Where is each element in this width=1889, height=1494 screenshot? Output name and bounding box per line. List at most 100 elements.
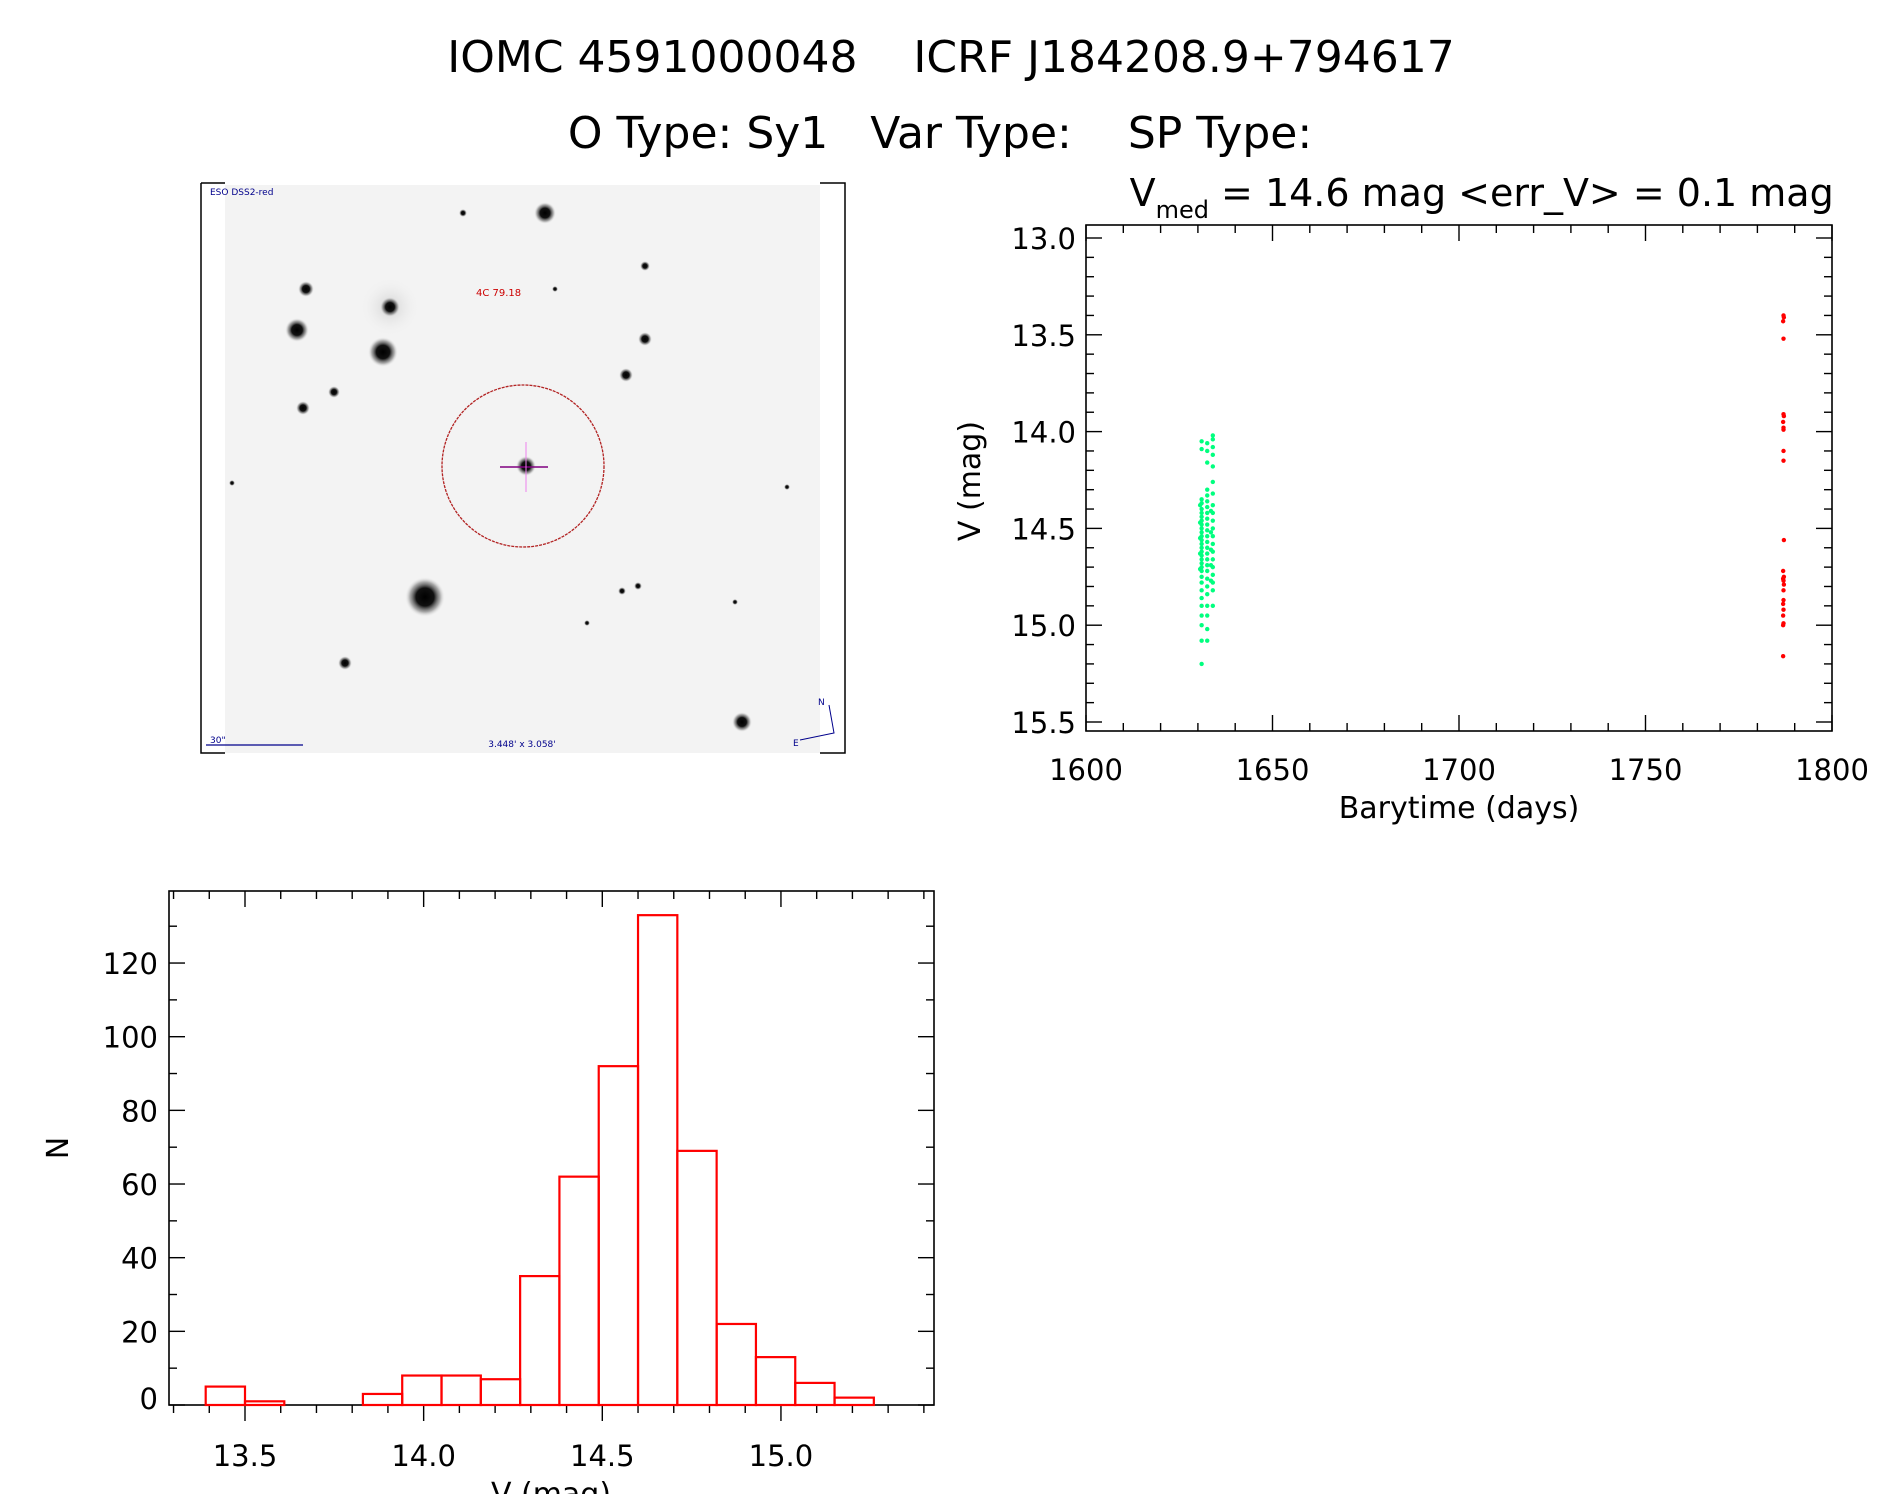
hist-bar [597,1065,640,1407]
aperture-circle [441,384,605,548]
lc-x-tick-label: 1650 [1236,753,1310,787]
lc-point-green [1197,502,1203,508]
hist-plot-frame [168,890,935,1406]
lc-point-green [1210,557,1216,562]
hist-bar [440,1374,482,1407]
lc-point-green [1205,638,1210,643]
lc-point-red [1781,336,1786,341]
hist-bar [715,1322,758,1407]
lc-point-green [1208,578,1214,583]
star [328,386,340,398]
lc-point-red [1780,653,1786,659]
lc-point-green [1205,584,1210,589]
lc-point-green [1199,613,1204,618]
hist-bar [519,1274,561,1407]
lc-point-green [1210,533,1216,539]
lc-xlabel: Barytime (days) [1339,791,1580,826]
star [459,209,467,217]
title-line1: IOMC 4591000048 ICRF J184208.9+794617 [447,32,1455,83]
hist-bar [676,1149,718,1407]
star [732,599,738,605]
hist-y-tick-label: 120 [103,947,158,981]
hist-bar [243,1400,286,1407]
hist-y-tick-label: 80 [121,1094,158,1128]
lc-point-red [1781,427,1786,432]
lc-point-green [1208,562,1214,568]
lc-point-green [1199,446,1204,452]
lc-point-green [1210,452,1216,458]
lc-point-green [1210,479,1216,485]
hist-x-tick-label: 13.5 [213,1439,278,1473]
lc-point-red [1781,578,1786,583]
lc-point-red [1781,448,1786,454]
lc-point-green [1205,539,1210,545]
lc-point-green [1205,441,1210,446]
lc-point-green [1205,493,1210,498]
hist-bar [401,1374,443,1407]
title-line2: O Type: Sy1 Var Type: SP Type: [568,108,1312,159]
star [296,401,310,415]
lc-point-green [1210,541,1216,547]
lc-point-red [1781,597,1786,603]
lc-data-points [1197,313,1787,667]
lc-point-red [1780,419,1786,425]
hist-xlabel: V (mag) [491,1477,611,1494]
lc-point-red [1781,588,1786,593]
star [380,297,400,317]
hist-ylabel: N [41,1137,76,1159]
lc-point-red [1780,623,1786,628]
lc-point-green [1197,520,1203,525]
star [298,281,314,297]
lc-point-red [1781,537,1787,543]
lc-point-green [1205,487,1210,492]
lc-point-green [1197,551,1203,556]
survey-label: ESO DSS2-red [210,188,273,198]
lc-point-green [1199,530,1204,535]
lc-point-green [1210,444,1216,450]
star [584,620,590,626]
lc-point-red [1781,315,1787,320]
lc-point-green [1210,588,1216,593]
lc-point-green [1199,526,1204,531]
hist-bar [636,914,679,1407]
lc-point-green [1205,460,1210,465]
lc-point-green [1208,530,1214,535]
lc-point-green [1199,588,1204,593]
star [552,286,558,292]
hist-bar [558,1175,600,1407]
lc-point-green [1205,557,1210,562]
lc-point-green [1208,508,1214,514]
lc-point-green [1205,448,1210,454]
hist-y-tick-label: 100 [103,1021,158,1055]
lc-point-green [1199,506,1204,512]
lc-point-green [1199,541,1204,547]
star [618,587,626,595]
lc-point-red [1781,413,1787,419]
lc-point-green [1199,574,1204,579]
lc-point-green [1199,595,1204,601]
lc-y-tick-label: 15.5 [1011,706,1076,740]
lc-point-green [1199,638,1204,643]
hist-y-tick-label: 40 [121,1242,158,1276]
lc-point-green [1205,516,1210,521]
lc-point-green [1205,551,1210,556]
hist-x-tick-label: 15.0 [749,1439,814,1473]
lc-point-green [1210,433,1216,438]
lc-point-green [1205,533,1210,539]
lc-point-green [1199,514,1204,519]
star [229,480,235,486]
image-frame [200,182,846,754]
lc-point-green [1199,661,1204,667]
hist-x-tick-label: 14.0 [391,1439,456,1473]
lc-y-tick-label: 14.5 [1011,512,1076,546]
star [338,656,352,670]
object-label: 4C 79.18 [476,288,521,299]
lc-point-red [1780,601,1786,607]
lc-point-green [1199,557,1204,562]
lc-title: Vmed = 14.6 mag <err_V> = 0.1 mag [1045,171,1889,224]
lc-x-tick-label: 1750 [1609,753,1683,787]
lc-x-tick-label: 1600 [1049,753,1123,787]
lc-point-green [1199,497,1204,502]
hist-x-tick-label: 14.5 [570,1439,635,1473]
lc-point-green [1197,566,1203,572]
